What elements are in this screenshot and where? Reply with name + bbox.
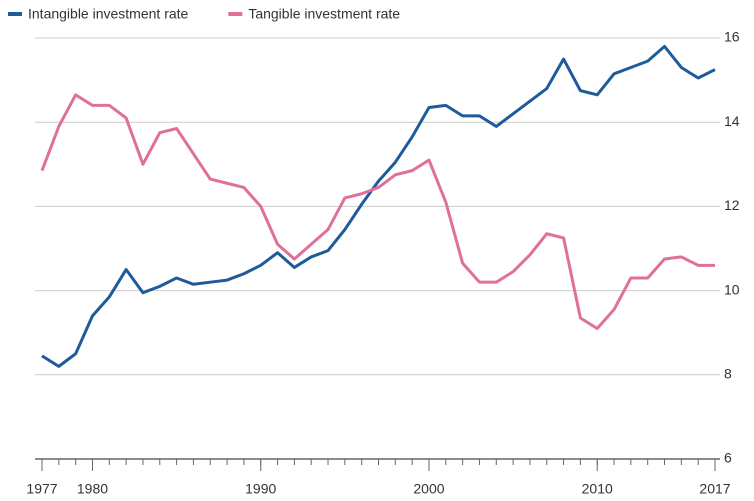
y-tick-label: 12: [724, 197, 740, 213]
legend-swatch: [8, 12, 22, 16]
y-tick-label: 16: [724, 29, 740, 45]
series-line: [41, 44, 716, 368]
series-line: [40, 93, 715, 330]
x-tick-label: 1977: [26, 481, 57, 497]
legend-label: Tangible investment rate: [248, 6, 400, 22]
x-tick-label: 2010: [582, 481, 613, 497]
x-tick-label: 2000: [413, 481, 444, 497]
y-tick-label: 6: [724, 450, 732, 466]
x-tick-label: 1990: [245, 481, 276, 497]
x-tick-label: 1980: [77, 481, 108, 497]
y-tick-label: 8: [724, 366, 732, 382]
y-tick-label: 10: [724, 281, 740, 297]
y-tick-label: 14: [724, 113, 740, 129]
x-tick-label: 2017: [699, 481, 730, 497]
legend-label: Intangible investment rate: [28, 6, 189, 22]
legend-swatch: [228, 12, 243, 16]
